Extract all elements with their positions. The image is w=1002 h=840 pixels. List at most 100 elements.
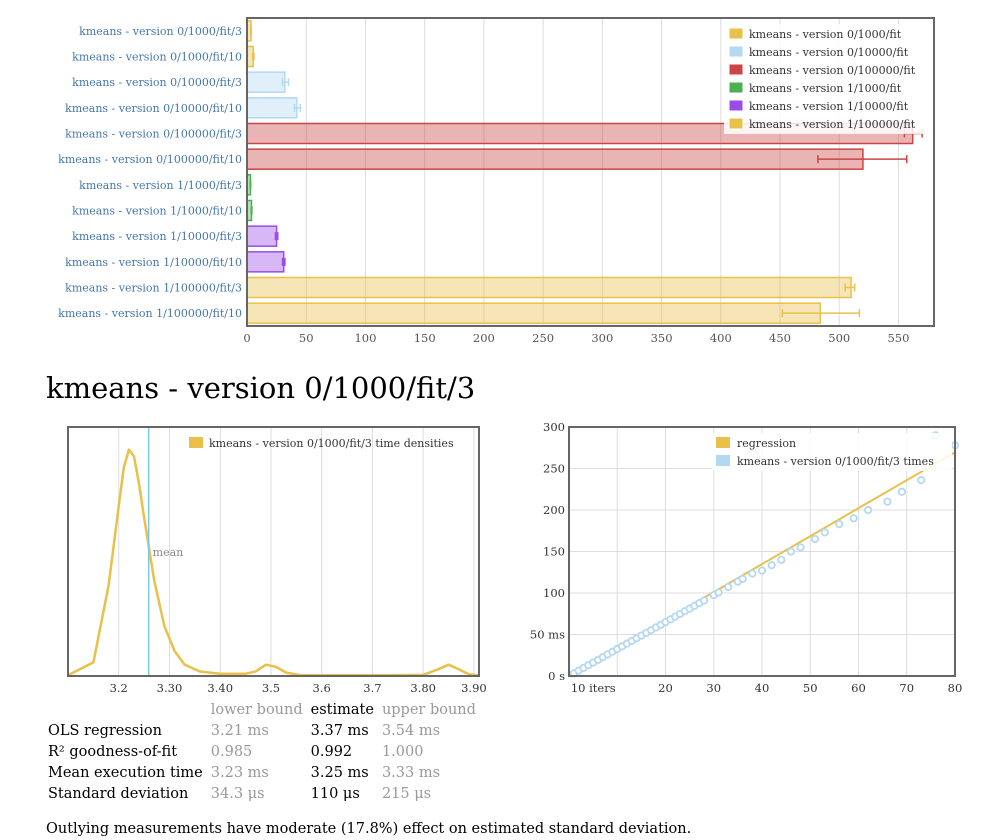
stats-row-label: OLS regression xyxy=(48,723,162,739)
overview-category-label[interactable]: kmeans - version 1/1000/fit/3 xyxy=(79,179,242,192)
regression-point xyxy=(897,487,907,496)
overview-legend: kmeans - version 0/1000/fit kmeans - vers… xyxy=(724,24,930,134)
stats-header-upper: upper bound xyxy=(381,702,476,718)
overview-legend-label: kmeans - version 0/10000/fit xyxy=(749,46,909,59)
overview-bar xyxy=(246,251,285,273)
overview-legend-swatch xyxy=(728,81,744,94)
density-legend: kmeans - version 0/1000/fit/3 time densi… xyxy=(189,437,454,450)
overview-bar-chart: 0 50 100 150 200 250 300 350 400 450 500 550 kmeans … xyxy=(58,17,935,345)
stats-row-label: Mean execution time xyxy=(48,765,203,781)
overview-category-label[interactable]: kmeans - version 1/10000/fit/3 xyxy=(72,230,242,243)
overview-x-tick-label: 150 xyxy=(414,331,436,345)
stats-lower-bound: 0.985 xyxy=(210,744,253,760)
stats-header-estimate: estimate xyxy=(310,702,374,718)
regression-x-tick-label: 40 xyxy=(755,681,770,695)
regression-chart: 10 iters 20 30 40 50 60 70 80 0 s 50 ms 100 150 200 2… xyxy=(530,420,963,695)
regression-point xyxy=(714,588,723,597)
regression-point xyxy=(883,497,892,506)
regression-y-tick-label: 0 s xyxy=(548,669,565,683)
regression-point xyxy=(700,596,709,605)
overview-category-label[interactable]: kmeans - version 1/100000/fit/10 xyxy=(58,307,242,320)
overview-category-label[interactable]: kmeans - version 0/10000/fit/3 xyxy=(72,76,242,89)
regression-frame xyxy=(568,426,956,677)
regression-x-tick-label: 70 xyxy=(899,681,914,695)
stats-estimate: 110 μs xyxy=(310,786,360,802)
regression-legend-label: kmeans - version 0/1000/fit/3 times xyxy=(737,455,934,468)
overview-bar xyxy=(246,148,864,170)
density-x-tick-label: 3.6 xyxy=(313,681,331,695)
stats-row: Standard deviation 34.3 μs 110 μs 215 μs xyxy=(44,784,480,805)
regression-legend-swatch xyxy=(716,455,730,466)
stats-upper-bound: 3.54 ms xyxy=(381,723,441,739)
overview-legend-bg xyxy=(724,24,930,134)
overview-category-label[interactable]: kmeans - version 0/100000/fit/10 xyxy=(58,153,242,166)
overview-category-label[interactable]: kmeans - version 0/10000/fit/10 xyxy=(65,102,242,115)
overview-category-label[interactable]: kmeans - version 0/100000/fit/3 xyxy=(65,128,242,141)
stats-header-lower: lower bound xyxy=(210,702,303,718)
regression-y-tick-label: 150 xyxy=(543,545,565,559)
density-x-tick-label: 3.80 xyxy=(410,681,436,695)
overview-legend-swatch xyxy=(728,99,744,112)
overview-x-tick-label: 50 xyxy=(299,331,314,345)
regression-y-tick-label: 200 xyxy=(543,503,565,517)
density-x-tick-label: 3.7 xyxy=(363,681,381,695)
overview-x-tick-label: 250 xyxy=(532,331,554,345)
density-x-tick-label: 3.2 xyxy=(110,681,128,695)
stats-upper-bound: 215 μs xyxy=(381,786,432,802)
regression-point xyxy=(767,561,776,570)
regression-point xyxy=(820,528,829,537)
density-curve xyxy=(67,448,480,677)
regression-point xyxy=(810,534,820,544)
regression-legend: regression kmeans - version 0/1000/fit/3 … xyxy=(712,433,952,471)
overview-legend-swatch xyxy=(728,27,744,40)
regression-point xyxy=(786,547,796,556)
stats-row: R² goodness-of-fit 0.985 0.992 1.000 xyxy=(44,742,480,763)
overview-x-tick-label: 350 xyxy=(651,331,673,345)
overview-x-tick-label: 400 xyxy=(710,331,732,345)
overview-bar xyxy=(246,276,852,299)
regression-x-tick-label: 60 xyxy=(851,681,866,695)
overview-legend-label: kmeans - version 1/10000/fit xyxy=(749,100,909,113)
overview-category-label[interactable]: kmeans - version 1/1000/fit/10 xyxy=(72,205,242,218)
regression-point xyxy=(849,514,858,523)
regression-y-tick-label: 100 xyxy=(543,586,565,600)
overview-x-tick-label: 550 xyxy=(887,331,909,345)
stats-header-row: lower bound estimate upper bound xyxy=(44,700,480,721)
density-x-tick-label: 3.5 xyxy=(262,681,280,695)
regression-point xyxy=(724,582,733,592)
overview-x-tick-label: 500 xyxy=(828,331,850,345)
overview-category-label[interactable]: kmeans - version 1/10000/fit/10 xyxy=(65,256,242,269)
stats-header-blank xyxy=(44,700,207,721)
stats-lower-bound: 3.21 ms xyxy=(210,723,269,739)
overview-legend-label: kmeans - version 0/1000/fit xyxy=(749,28,902,41)
density-x-tick-label: 3.30 xyxy=(157,681,183,695)
overview-bar xyxy=(246,302,822,324)
stats-lower-bound: 3.23 ms xyxy=(210,765,269,781)
overview-legend-label: kmeans - version 0/100000/fit xyxy=(749,64,916,77)
regression-x-tick-label: 30 xyxy=(706,681,721,695)
overview-legend-swatch xyxy=(728,45,744,58)
overview-category-label[interactable]: kmeans - version 0/1000/fit/3 xyxy=(79,25,242,38)
stats-upper-bound: 1.000 xyxy=(381,744,424,760)
density-chart: 3.2 3.30 3.40 3.5 3.6 3.7 3.80 3.90 mean kmeans -… xyxy=(67,426,487,695)
density-x-tick-label: 3.90 xyxy=(461,681,487,695)
stats-estimate: 0.992 xyxy=(310,744,353,760)
overview-category-label[interactable]: kmeans - version 1/100000/fit/3 xyxy=(65,282,242,295)
regression-x-tick-label: 80 xyxy=(948,681,963,695)
regression-legend-swatch xyxy=(716,437,730,448)
density-legend-swatch xyxy=(189,437,203,448)
stats-table: lower bound estimate upper bound OLS reg… xyxy=(44,700,480,805)
overview-category-label[interactable]: kmeans - version 0/1000/fit/10 xyxy=(72,51,242,64)
overview-legend-label: kmeans - version 1/1000/fit xyxy=(749,82,902,95)
regression-point xyxy=(738,574,747,583)
regression-point xyxy=(757,566,767,575)
regression-legend-label: regression xyxy=(737,437,796,450)
outlier-note: Outlying measurements have moderate (17.… xyxy=(46,821,692,837)
regression-y-tick-label: 50 ms xyxy=(530,628,565,642)
stats-row: Mean execution time 3.23 ms 3.25 ms 3.33 ms xyxy=(44,763,480,784)
density-legend-label: kmeans - version 0/1000/fit/3 time densi… xyxy=(209,437,454,450)
regression-y-tick-label: 300 xyxy=(543,420,565,434)
overview-bar xyxy=(246,97,298,119)
regression-point xyxy=(835,520,844,529)
density-frame xyxy=(67,426,480,677)
